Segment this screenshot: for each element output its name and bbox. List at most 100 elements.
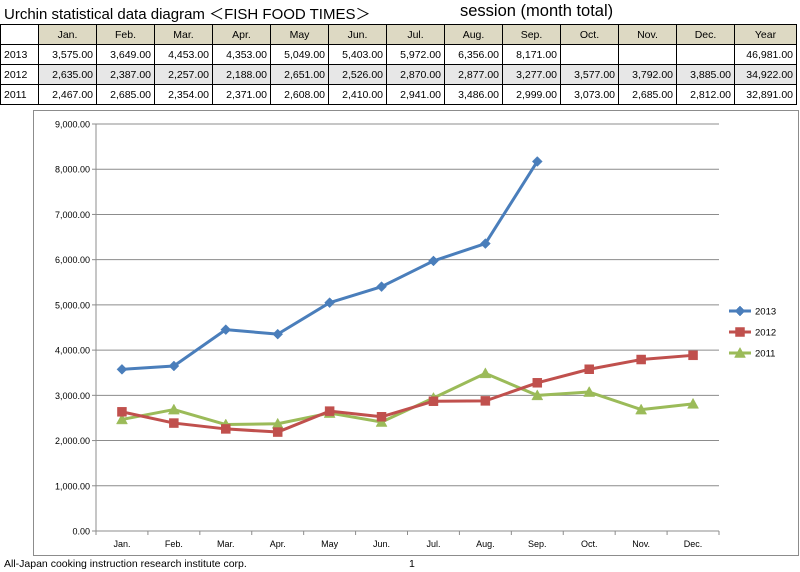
x-tick-label: Aug. [476,539,495,549]
data-point-2012 [584,364,594,374]
line-chart: 0.00 1,000.00 2,000.00 3,000.00 4,000.00 5,00… [55,120,776,550]
data-point-2013 [168,360,180,372]
y-tick-label: 9,000.00 [55,120,90,130]
column-header: Sep. [502,24,561,45]
table-cell: 2,608.00 [270,84,329,105]
table-cell: 2,635.00 [38,64,97,85]
table-cell: 46,981.00 [734,44,797,65]
table-cell: 2,685.00 [96,84,155,105]
row-year-cell: 2011 [0,84,39,105]
data-point-2011 [479,367,492,379]
x-tick-label: Mar. [217,539,235,549]
y-tick-label: 1,000.00 [55,481,90,491]
table-cell: 2,354.00 [154,84,213,105]
column-header: Jun. [328,24,387,45]
table-cell: 6,356.00 [444,44,503,65]
table-cell: 32,891.00 [734,84,797,105]
table-row: 2012 2,635.00 2,387.00 2,257.00 2,188.00 2,65… [0,64,797,85]
row-year-cell: 2012 [0,64,39,85]
y-tick-label: 5,000.00 [55,300,90,310]
table-corner-cell [0,24,39,45]
y-tick-label: 4,000.00 [55,346,90,356]
data-point-2013 [376,281,387,293]
data-point-2011 [687,397,699,409]
x-tick-label: Dec. [684,539,703,549]
y-tick-label: 3,000.00 [55,391,90,401]
column-header: Dec. [676,24,735,45]
data-point-2013 [220,324,232,335]
legend-marker-2011 [734,346,746,358]
header: Urchin statistical data diagram ＜FISH FO… [0,0,800,24]
legend-label: 2011 [755,349,775,360]
legend-label: 2013 [755,307,776,318]
x-tick-label: Feb. [165,539,183,549]
data-point-2011 [531,389,544,401]
y-tick-label: 0.00 [72,527,90,537]
column-header: Nov. [618,24,677,45]
chart-area: 0.00 1,000.00 2,000.00 3,000.00 4,000.00 5,00… [33,110,799,556]
table-cell: 2,877.00 [444,64,503,85]
page-title: Urchin statistical data diagram ＜FISH FO… [4,6,371,23]
table-cell: 2,812.00 [676,84,735,105]
table-cell: 2,387.00 [96,64,155,85]
data-point-2012 [117,407,127,417]
table-header-row: Jan. Feb. Mar. Apr. May Jun. Jul. Aug. S… [0,24,797,45]
series-line-2013 [121,160,539,371]
column-header: Oct. [560,24,619,45]
x-tick-label: Sep. [528,539,547,549]
data-point-2012 [480,396,491,406]
table-cell: 4,353.00 [212,44,271,65]
table-cell: 3,575.00 [38,44,97,65]
column-header: Apr. [212,24,271,45]
table-cell: 5,972.00 [386,44,445,65]
table-cell: 3,885.00 [676,64,735,85]
table-cell: 2,188.00 [212,64,271,85]
table-cell: 5,403.00 [328,44,387,65]
data-point-2011 [116,413,128,425]
y-tick-label: 8,000.00 [55,165,90,175]
page-number: 1 [409,558,415,570]
x-tick-label: Jan. [113,539,130,549]
data-point-2013 [531,156,543,167]
data-point-2012 [169,418,179,428]
table-row: 2013 3,575.00 3,649.00 4,453.00 4,353.00 5,04… [0,44,797,65]
table-cell: 2,371.00 [212,84,271,105]
x-tick-label: Jun. [373,539,390,549]
table-cell: 2,685.00 [618,84,677,105]
table-cell: 2,941.00 [386,84,445,105]
row-year-cell: 2013 [0,44,39,65]
series-line-2012 [121,353,694,434]
column-header: Year [734,24,797,45]
data-point-2013 [324,297,335,309]
legend-marker-2012 [735,327,745,337]
table-cell: 2,526.00 [328,64,387,85]
x-tick-label: Apr. [270,539,286,549]
x-tick-label: Oct. [581,539,598,549]
table-cell: 2,410.00 [328,84,387,105]
table-cell: 2,257.00 [154,64,213,85]
column-header: Feb. [96,24,155,45]
table-cell [560,44,619,65]
data-point-2013 [480,238,491,249]
x-tick-label: May [321,539,339,549]
legend-marker-2013 [734,305,746,317]
data-point-2013 [428,255,439,267]
data-point-2012 [272,427,283,437]
x-tick-label: Nov. [632,539,650,549]
data-point-2011 [167,403,180,415]
column-header: Aug. [444,24,503,45]
table-cell: 8,171.00 [502,44,561,65]
page-subtitle: session (month total) [460,2,614,20]
table-cell: 3,073.00 [560,84,619,105]
table-cell: 2,870.00 [386,64,445,85]
column-header: Jul. [386,24,445,45]
table-cell: 34,922.00 [734,64,797,85]
table-cell: 4,453.00 [154,44,213,65]
data-point-2011 [583,386,596,397]
series-line-2011 [121,371,694,427]
table-cell: 3,792.00 [618,64,677,85]
data-point-2012 [324,406,335,416]
table-cell: 3,277.00 [502,64,561,85]
data-point-2012 [428,396,439,406]
data-point-2012 [636,354,646,365]
